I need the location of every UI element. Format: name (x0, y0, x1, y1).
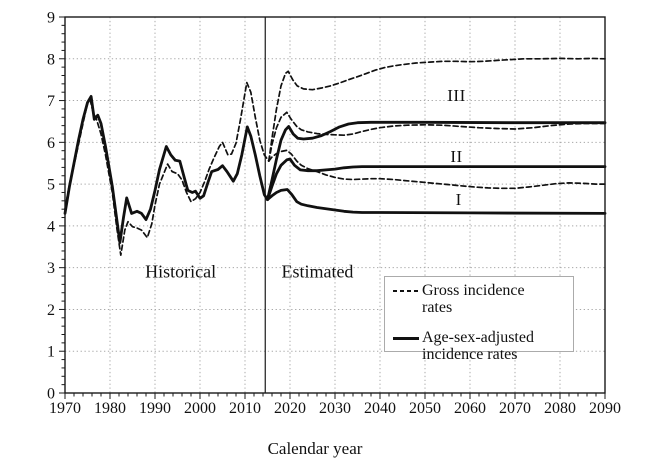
x-tick-label: 1970 (49, 400, 81, 417)
y-tick-label: 4 (47, 218, 55, 235)
scenario-label-1: I (455, 189, 462, 209)
x-tick-label: 2060 (454, 400, 486, 417)
historical-region-label: Historical (145, 261, 217, 282)
x-tick-label: 1990 (139, 400, 171, 417)
y-tick-label: 1 (47, 344, 55, 361)
series-adjusted-historical (63, 95, 269, 244)
y-tick-label: 6 (47, 135, 55, 152)
x-tick-label: 2070 (499, 400, 531, 417)
series-adjusted-III (266, 120, 607, 201)
x-tick-label: 2020 (274, 400, 306, 417)
legend-item-adjusted: Age-sex-adjusted incidence rates (393, 329, 565, 364)
x-tick-label: 2010 (229, 400, 261, 417)
scenario-label-3: III (447, 85, 466, 105)
scenario-label-2: II (450, 146, 463, 166)
x-tick-label: 2030 (319, 400, 351, 417)
dashed-line-sample (393, 290, 419, 292)
y-tick-label: 9 (47, 10, 55, 27)
series-gross-I (267, 149, 606, 190)
x-tick-label: 2090 (589, 400, 621, 417)
x-tick-label: 2000 (184, 400, 216, 417)
y-tick-label: 5 (47, 177, 55, 194)
plot-border (64, 16, 606, 394)
x-axis-title: Calendar year (267, 439, 363, 458)
y-tick-label: 0 (47, 386, 55, 403)
y-tick-label: 2 (47, 302, 55, 319)
series-gross-III (267, 57, 606, 162)
x-tick-label: 2050 (409, 400, 441, 417)
series-gross-II (267, 111, 606, 162)
series-adjusted-II (266, 157, 607, 201)
legend-item-gross: Gross incidence rates (393, 282, 565, 317)
series-adjusted-I (266, 188, 607, 215)
legend-label-gross: Gross incidence rates (422, 282, 525, 317)
solid-line-sample (393, 336, 419, 340)
legend-label-adjusted: Age-sex-adjusted incidence rates (422, 328, 534, 363)
y-tick-label: 3 (47, 260, 55, 277)
x-tick-label: 1980 (94, 400, 126, 417)
y-tick-label: 7 (47, 93, 55, 110)
y-tick-label: 8 (47, 51, 55, 68)
x-tick-label: 2040 (364, 400, 396, 417)
estimated-region-label: Estimated (281, 261, 354, 282)
x-tick-label: 2080 (544, 400, 576, 417)
legend: Gross incidence rates Age-sex-adjusted i… (384, 276, 574, 363)
